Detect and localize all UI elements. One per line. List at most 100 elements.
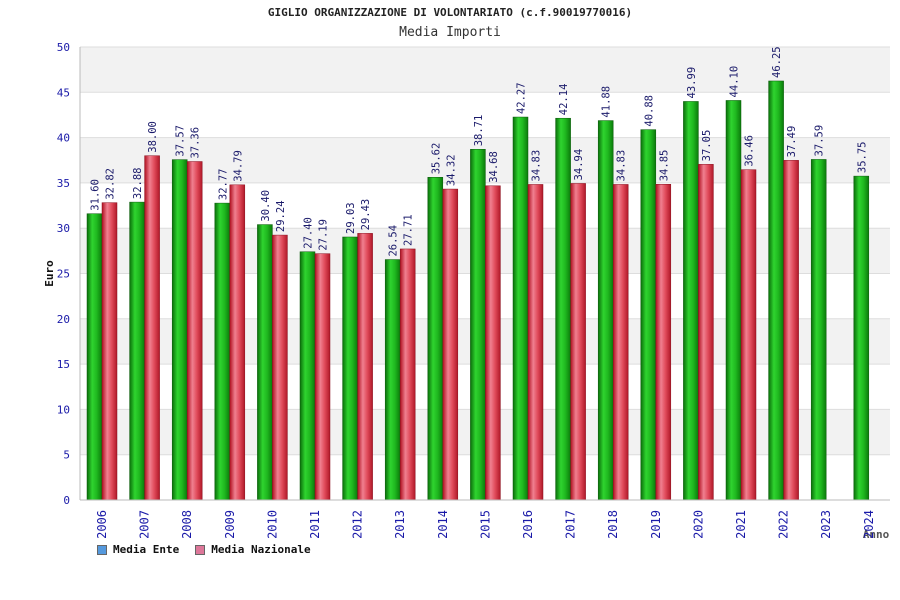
y-axis-label: Euro (43, 260, 56, 287)
bar-ente (342, 236, 358, 501)
x-tick-label: 2009 (223, 510, 237, 539)
bar-ente (555, 117, 571, 501)
data-label: 27.40 (303, 217, 315, 249)
x-tick-label: 2010 (265, 510, 279, 539)
data-label: 41.88 (601, 86, 613, 118)
y-tick-label: 0 (63, 494, 70, 507)
data-label: 34.32 (445, 154, 457, 186)
x-tick-label: 2024 (862, 510, 876, 539)
bar-nazionale (144, 155, 160, 501)
bar-nazionale (442, 188, 459, 501)
bar-ente (725, 100, 742, 501)
data-label: 38.71 (473, 115, 485, 147)
data-label: 27.19 (318, 219, 330, 251)
data-label: 34.79 (232, 150, 244, 182)
bar-ente (640, 129, 657, 501)
data-label: 38.00 (147, 121, 159, 153)
bar-ente (597, 120, 614, 501)
chart-title: GIGLIO ORGANIZZAZIONE DI VOLONTARIATO (c… (267, 6, 633, 19)
x-tick-label: 2018 (606, 510, 620, 539)
bar-nazionale (655, 184, 672, 501)
x-tick-label: 2012 (351, 510, 365, 539)
data-label: 26.54 (388, 225, 400, 257)
bar-nazionale (570, 183, 586, 501)
data-label: 36.46 (744, 135, 756, 167)
data-label: 29.24 (275, 200, 287, 232)
data-label: 44.10 (729, 66, 741, 98)
x-tick-label: 2007 (138, 510, 152, 539)
data-label: 37.05 (701, 130, 713, 162)
data-label: 42.27 (516, 82, 528, 114)
data-label: 34.94 (573, 149, 585, 181)
data-label: 32.82 (105, 168, 117, 200)
y-tick-label: 5 (63, 449, 70, 462)
legend-label-nazionale: Media Nazionale (211, 543, 311, 556)
chart-legend: Media Ente Media Nazionale (97, 543, 311, 556)
bar-ente (853, 175, 870, 501)
bar-nazionale (740, 169, 757, 501)
data-label: 29.43 (360, 199, 372, 231)
y-tick-label: 30 (57, 222, 70, 235)
legend-item-ente: Media Ente (97, 543, 179, 556)
x-tick-label: 2016 (521, 510, 535, 539)
data-label: 31.60 (90, 179, 102, 211)
y-tick-label: 35 (57, 177, 70, 190)
bar-nazionale (783, 160, 799, 501)
data-label: 42.14 (558, 84, 570, 116)
x-tick-label: 2014 (436, 510, 450, 539)
bar-ente (129, 201, 145, 501)
grid-band (80, 47, 890, 93)
x-tick-label: 2015 (478, 510, 492, 539)
data-label: 37.36 (190, 127, 202, 159)
data-label: 46.25 (771, 46, 783, 78)
data-label: 29.03 (345, 202, 357, 234)
bar-nazionale (272, 234, 288, 501)
bar-ente (470, 149, 486, 501)
data-label: 32.88 (132, 167, 144, 199)
bar-ente (512, 116, 529, 501)
bar-ente (768, 80, 784, 501)
data-label: 35.62 (430, 143, 442, 175)
bar-ente (683, 101, 699, 501)
data-label: 35.75 (856, 141, 868, 173)
y-tick-label: 50 (57, 41, 70, 54)
y-tick-label: 10 (57, 403, 70, 416)
data-label: 27.71 (403, 214, 415, 246)
x-tick-label: 2020 (691, 510, 705, 539)
bar-ente (299, 251, 316, 501)
bar-nazionale (527, 184, 544, 501)
y-tick-label: 25 (57, 268, 70, 281)
x-tick-label: 2023 (819, 510, 833, 539)
legend-item-nazionale: Media Nazionale (195, 543, 311, 556)
x-tick-label: 2022 (777, 510, 791, 539)
data-label: 37.59 (814, 125, 826, 157)
bar-ente (86, 213, 103, 501)
bar-ente (810, 159, 827, 501)
bar-ente (257, 224, 273, 501)
bar-nazionale (357, 233, 373, 501)
bar-ente (384, 259, 401, 501)
data-label: 37.57 (175, 125, 187, 157)
y-tick-label: 45 (57, 86, 70, 99)
bar-nazionale (101, 202, 118, 501)
bar-nazionale (229, 184, 246, 501)
data-label: 32.77 (217, 168, 229, 200)
data-label: 30.40 (260, 190, 272, 222)
data-label: 43.99 (686, 67, 698, 99)
bar-nazionale (399, 248, 416, 501)
bar-nazionale (314, 253, 331, 501)
bar-nazionale (186, 161, 203, 501)
y-tick-label: 15 (57, 358, 70, 371)
x-tick-label: 2021 (734, 510, 748, 539)
x-tick-label: 2011 (308, 510, 322, 539)
x-tick-label: 2017 (564, 510, 578, 539)
legend-swatch-nazionale (195, 544, 206, 555)
y-tick-label: 40 (57, 132, 70, 145)
legend-label-ente: Media Ente (113, 543, 180, 556)
x-tick-label: 2013 (393, 510, 407, 539)
data-label: 34.83 (531, 150, 543, 182)
bar-nazionale (698, 164, 714, 501)
data-label: 34.68 (488, 151, 500, 183)
x-axis-label: Anno (863, 528, 890, 541)
data-label: 37.49 (786, 126, 798, 158)
